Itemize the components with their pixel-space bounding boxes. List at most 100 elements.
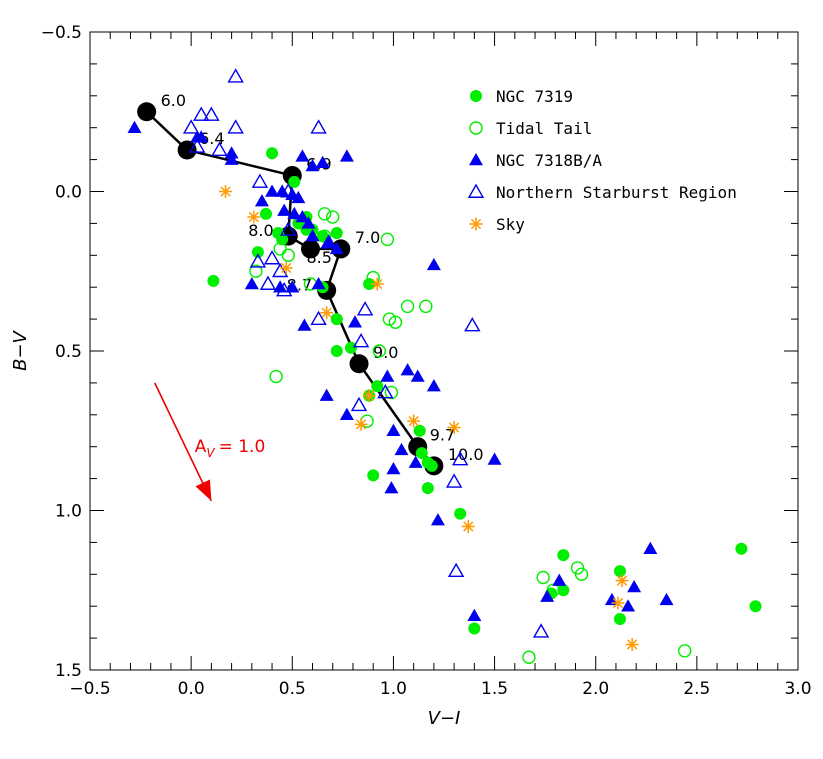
ngc7319-point: [421, 482, 434, 495]
sky-point: [615, 574, 629, 588]
ngc7318-point: [384, 481, 399, 494]
nsr-point: [263, 250, 281, 265]
age-track-label: 9.7: [430, 426, 455, 445]
reddening-vector-arrowhead: [195, 479, 212, 501]
reddening-vector-label: AV = 1.0: [195, 437, 266, 460]
ngc7319-point: [207, 274, 220, 287]
x-tick-label: 2.0: [582, 679, 609, 699]
ngc7318-point: [305, 229, 320, 242]
ngc7319-point: [330, 313, 343, 326]
ngc7318-point: [467, 608, 482, 622]
y-tick-label: 1.0: [55, 502, 82, 522]
sky-point: [461, 519, 475, 533]
ngc7319-point: [415, 447, 428, 460]
ngc7319-point: [367, 469, 380, 482]
legend-marker-tidal: [469, 121, 483, 135]
legend-marker-ngc7319: [470, 90, 482, 102]
ngc7319-point: [454, 507, 467, 520]
age-track-label: 8.5: [306, 248, 331, 267]
ngc7319-point: [330, 345, 343, 357]
nsr-point: [227, 119, 244, 134]
tidal-point: [419, 299, 433, 314]
tidal-point: [522, 650, 536, 664]
sky-point: [354, 417, 368, 431]
nsr-point: [251, 173, 269, 188]
vector-label-symbol: A: [195, 437, 207, 457]
sky-point: [279, 261, 293, 275]
tidal-point: [273, 242, 287, 256]
ngc7318-point: [305, 158, 320, 172]
ngc7318-point: [386, 462, 401, 475]
tidal-point: [269, 369, 283, 384]
ngc7319-point: [251, 246, 264, 259]
nsr-point: [377, 384, 394, 399]
ngc7318-point: [277, 203, 292, 216]
x-axis-title: V−I: [428, 708, 461, 729]
ngc7319-point: [468, 622, 481, 635]
ngc7318-point: [339, 149, 354, 162]
age-track-label: 6.0: [161, 91, 186, 110]
legend-label-nsr: Northern Starburst Region: [496, 183, 737, 202]
x-tick-label: 2.5: [683, 679, 710, 699]
ngc7318-point: [643, 541, 658, 555]
ngc7319-point: [371, 380, 384, 393]
ngc7319-point: [344, 341, 357, 354]
ngc7318-point: [315, 155, 330, 169]
tidal-point: [249, 264, 263, 278]
tidal-point: [388, 315, 403, 329]
ngc7318-point: [295, 149, 310, 162]
ngc7318-point: [426, 379, 441, 392]
nsr-point: [280, 221, 297, 236]
ngc7318-point: [400, 363, 415, 376]
ngc7318-point: [311, 277, 326, 290]
sky-point: [625, 637, 639, 651]
ngc7318-point: [273, 280, 288, 293]
ngc7318-point: [297, 318, 312, 331]
nsr-point: [275, 281, 293, 297]
ngc7318-point: [380, 369, 395, 382]
nsr-point: [310, 119, 327, 134]
nsr-point: [447, 562, 465, 578]
ngc7318-point: [394, 442, 409, 456]
axes-group: −0.5 0.0 0.5 1.0 1.5 2.0 2.5 3.0 −0.5 0.0 0.5 1.0 1.…: [10, 23, 812, 729]
tidal-point: [281, 248, 295, 263]
ngc7319-point: [613, 612, 626, 625]
y-tick-label: 0.0: [55, 183, 82, 203]
ngc7318-point: [291, 190, 306, 204]
ngc7318-point: [430, 513, 445, 526]
nsr-point: [532, 623, 550, 638]
tidal-point: [372, 344, 386, 358]
ngc7318-point: [347, 315, 362, 328]
legend-label-sky: Sky: [496, 215, 525, 234]
x-tick-label: 0.0: [178, 679, 205, 699]
y-tick-label: 0.5: [55, 342, 82, 362]
y-axis-title: B−V: [10, 329, 31, 370]
ngc7319-point: [613, 565, 626, 578]
ngc7318-point: [321, 235, 336, 248]
ngc7319-point: [557, 584, 570, 597]
age-track-line: [145, 110, 435, 467]
ngc7318-point: [287, 206, 302, 220]
ngc7318-point: [386, 423, 401, 436]
tidal-point: [536, 570, 550, 585]
ngc7318-point: [339, 407, 354, 421]
legend-label-ngc7319: NGC 7319: [496, 87, 573, 106]
nsr-point: [259, 275, 277, 290]
age-track-point: [177, 140, 197, 160]
age-track-point: [349, 354, 369, 374]
ngc7319-point: [749, 600, 762, 613]
tidal-point: [678, 644, 692, 658]
x-tick-label: 1.0: [380, 679, 407, 699]
ngc7318-point: [301, 216, 316, 229]
nsr-point: [211, 141, 228, 156]
nsr-point: [310, 310, 327, 326]
ngc7319-point: [259, 207, 272, 220]
ngc7319-point: [363, 278, 376, 291]
ngc7318-point: [487, 452, 502, 465]
ngc7319-point: [330, 226, 343, 239]
nsr-point: [350, 396, 368, 412]
legend-group: NGC 7319 Tidal Tail NGC 7318B/A Northern St…: [467, 87, 737, 234]
